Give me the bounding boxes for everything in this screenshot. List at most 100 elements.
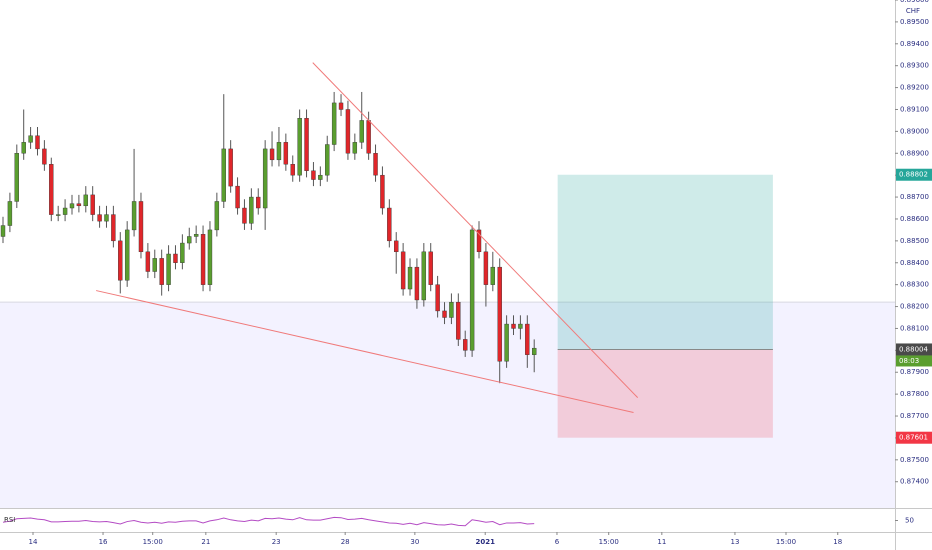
candle-body	[7, 201, 13, 226]
y-tick-label: 0.87500	[900, 456, 929, 464]
y-tick-label: 0.88600	[900, 215, 929, 223]
candle-body	[55, 214, 61, 216]
candle-body	[145, 251, 151, 272]
candle-body	[414, 266, 420, 301]
x-tick-label: 14	[29, 538, 38, 546]
candle-body	[469, 229, 475, 351]
candle-body	[97, 214, 102, 222]
x-tick-label: 15:00	[599, 538, 619, 546]
candle-body	[131, 201, 137, 231]
candle-body	[159, 258, 164, 285]
y-tick-label: 0.89200	[900, 84, 929, 92]
entry-price-label: 0.88004	[899, 345, 928, 353]
x-tick-label: 30	[410, 538, 419, 546]
candle-body	[187, 236, 192, 244]
rsi-label: RSI	[4, 516, 15, 524]
candle-body	[394, 240, 399, 253]
candle-body	[283, 142, 289, 165]
candle-body	[325, 144, 330, 176]
currency-label: CHF	[906, 7, 920, 15]
y-tick-label: 0.87900	[900, 368, 929, 376]
target-price-label-bg	[896, 168, 932, 181]
candle-body	[21, 142, 26, 154]
candle-body	[180, 242, 185, 263]
candle-body	[111, 214, 116, 242]
candle-body	[262, 148, 268, 209]
candle-body	[242, 207, 247, 224]
x-tick-label: 16	[99, 538, 108, 546]
entry-price-label-bg	[896, 343, 932, 356]
candle-body	[456, 301, 461, 340]
candle-body	[428, 251, 433, 285]
candle-body	[449, 301, 454, 318]
stop-price-label: 0.87601	[899, 434, 928, 442]
x-tick-label: 15:00	[143, 538, 163, 546]
candle-body	[331, 102, 337, 145]
y-tick-label: 0.87700	[900, 412, 929, 420]
candle-body	[35, 135, 40, 150]
y-tick-label: 0.88100	[900, 324, 929, 332]
candle-body	[525, 323, 530, 355]
rsi-tick-label: 50	[905, 517, 914, 525]
candle-body	[435, 284, 440, 312]
candle-body	[290, 164, 295, 176]
candle-body	[28, 135, 33, 143]
candle-body	[62, 207, 68, 215]
y-tick-label: 0.89100	[900, 105, 929, 113]
candle-body	[138, 201, 144, 253]
trend-line	[312, 62, 639, 398]
candle-body	[380, 174, 385, 209]
y-tick-label: 0.89500	[900, 18, 929, 26]
candle-body	[387, 207, 392, 242]
rsi-line	[2, 516, 535, 527]
y-tick-label: 0.88400	[900, 259, 929, 267]
candle-body	[442, 310, 447, 318]
x-tick-label: 15:00	[776, 538, 796, 546]
candle-body	[124, 229, 130, 281]
x-tick-label: 2021	[475, 538, 495, 546]
candle-body	[69, 203, 75, 209]
x-tick-label: 28	[341, 538, 350, 546]
target-zone	[557, 174, 773, 350]
x-tick-label: 13	[730, 538, 739, 546]
y-tick-label: 0.89600	[900, 0, 929, 4]
candle-body	[193, 234, 199, 237]
candle-body	[359, 120, 364, 143]
candle-body	[421, 251, 427, 301]
y-tick-label: 0.88500	[900, 237, 929, 245]
candle-body	[476, 229, 482, 253]
candle-body	[0, 225, 6, 237]
candle-body	[483, 251, 489, 285]
candle-body	[269, 148, 275, 161]
candle-body	[200, 234, 206, 285]
candle-body	[90, 194, 95, 215]
candle-body	[373, 153, 378, 176]
candle-body	[311, 170, 316, 180]
stop-zone	[557, 349, 773, 438]
x-tick-label: 6	[555, 538, 560, 546]
candle-body	[490, 266, 496, 285]
y-tick-label: 0.88900	[900, 149, 929, 157]
candle-body	[497, 266, 502, 362]
candle-body	[118, 240, 123, 281]
y-tick-label: 0.88300	[900, 281, 929, 289]
candle-body	[256, 196, 261, 209]
x-tick-label: 18	[833, 538, 842, 546]
candle-body	[400, 251, 406, 290]
candle-body	[42, 148, 47, 165]
y-tick-label: 0.89400	[900, 40, 929, 48]
candle-body	[166, 253, 171, 285]
y-tick-label: 0.87400	[900, 478, 929, 486]
trend-line	[96, 290, 634, 414]
countdown-bg	[896, 355, 932, 367]
candle-body	[152, 258, 157, 272]
stop-price-label-bg	[896, 431, 932, 444]
candle-body	[345, 109, 351, 154]
x-tick-label: 21	[201, 538, 210, 546]
candle-body	[214, 201, 220, 231]
candle-body	[297, 118, 302, 176]
candle-body	[318, 174, 323, 180]
y-tick-label: 0.88200	[900, 303, 929, 311]
candle-body	[338, 102, 344, 110]
